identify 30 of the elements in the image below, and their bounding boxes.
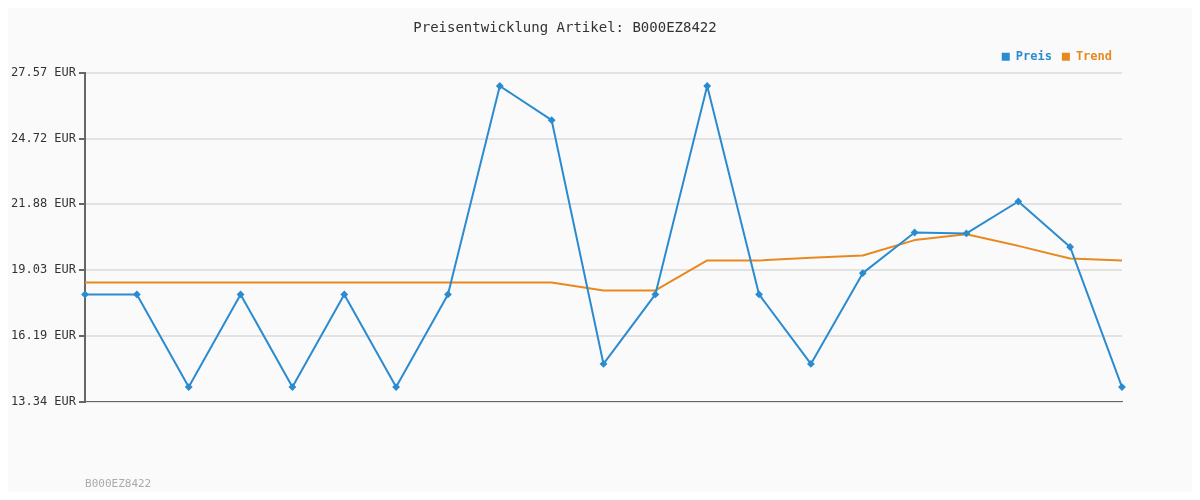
y-tick-label: 24.72 EUR bbox=[10, 130, 77, 145]
point bbox=[962, 229, 970, 237]
point bbox=[703, 82, 711, 90]
text: B000EZ8422 bbox=[85, 476, 152, 490]
point bbox=[1066, 243, 1074, 251]
point bbox=[911, 228, 919, 236]
chart-title: Preisentwicklung Artikel: B000EZ8422 bbox=[413, 19, 717, 36]
y-tick-label: 16.19 EUR bbox=[10, 327, 77, 342]
point bbox=[81, 290, 89, 298]
point bbox=[1014, 198, 1022, 205]
point bbox=[133, 290, 141, 298]
point bbox=[288, 383, 296, 391]
point bbox=[444, 290, 452, 298]
point bbox=[807, 360, 815, 368]
point bbox=[600, 360, 608, 368]
point bbox=[185, 383, 193, 391]
point bbox=[755, 290, 763, 298]
point bbox=[548, 116, 556, 124]
point bbox=[237, 290, 245, 298]
y-tick-label: 13.34 EUR bbox=[10, 393, 77, 408]
point bbox=[392, 383, 400, 391]
legend-label: Trend bbox=[1075, 48, 1112, 63]
y-tick-label: 19.03 EUR bbox=[10, 262, 77, 277]
y-tick-label: 27.57 EUR bbox=[10, 64, 77, 79]
legend-label: Preis bbox=[1015, 48, 1052, 63]
point bbox=[496, 82, 504, 90]
y-tick-label: 21.88 EUR bbox=[10, 196, 77, 211]
point bbox=[340, 290, 348, 298]
point bbox=[651, 290, 659, 298]
point bbox=[859, 269, 867, 277]
